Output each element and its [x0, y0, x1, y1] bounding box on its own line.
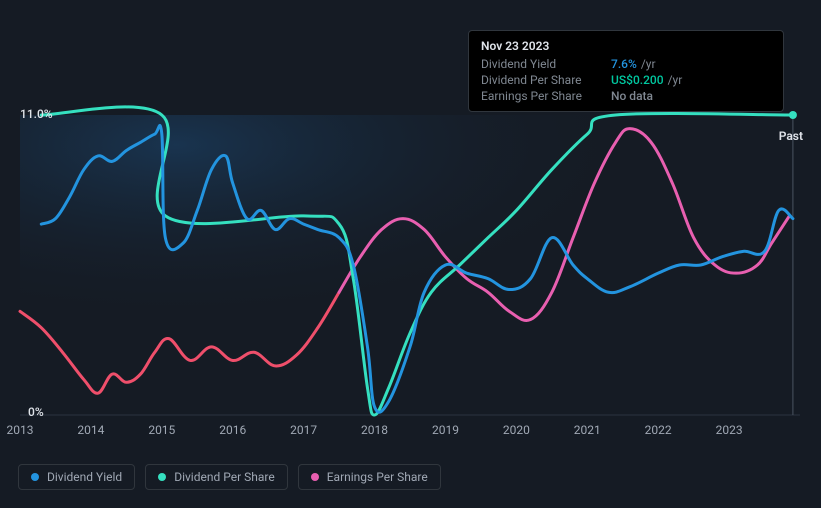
x-axis-tick: 2013: [7, 423, 34, 437]
y-axis-min-label: 0%: [28, 405, 44, 419]
legend-label: Dividend Per Share: [174, 470, 275, 484]
y-axis-max-label: 11.0%: [20, 107, 53, 121]
x-axis-tick: 2022: [645, 423, 672, 437]
past-label: Past: [779, 129, 803, 143]
tooltip-row-label: Dividend Per Share: [481, 73, 611, 87]
x-axis-tick: 2021: [574, 423, 601, 437]
legend-dot-icon: [158, 473, 166, 481]
x-axis-tick: 2016: [219, 423, 246, 437]
x-axis-tick: 2023: [716, 423, 743, 437]
tooltip-row-value: US$0.200: [611, 73, 664, 87]
legend-item[interactable]: Earnings Per Share: [298, 464, 441, 490]
legend-item[interactable]: Dividend Per Share: [145, 464, 288, 490]
legend-label: Earnings Per Share: [327, 470, 428, 484]
x-axis-tick: 2018: [361, 423, 388, 437]
legend-item[interactable]: Dividend Yield: [18, 464, 135, 490]
x-axis-tick: 2019: [432, 423, 459, 437]
tooltip-row: Dividend Per ShareUS$0.200/yr: [481, 73, 771, 87]
chart-area: 11.0% 0% Past 2013 2014 2015 2016 2017 2018 20…: [0, 105, 821, 455]
tooltip-row: Dividend Yield7.6% /yr: [481, 57, 771, 71]
x-axis-tick: 2015: [148, 423, 175, 437]
legend-dot-icon: [31, 473, 39, 481]
x-axis-tick: 2017: [290, 423, 317, 437]
tooltip-row-value: 7.6%: [611, 57, 637, 71]
tooltip-row-value: No data: [611, 89, 653, 103]
tooltip-row-suffix: /yr: [641, 57, 656, 71]
tooltip-box: Nov 23 2023 Dividend Yield7.6%/yrDividen…: [468, 30, 784, 112]
tooltip-row-suffix: /yr: [668, 73, 683, 87]
tooltip-row: Earnings Per ShareNo data: [481, 89, 771, 103]
tooltip-row-label: Earnings Per Share: [481, 89, 611, 103]
legend: Dividend Yield Dividend Per Share Earnings…: [18, 464, 441, 490]
legend-label: Dividend Yield: [47, 470, 122, 484]
tooltip-date: Nov 23 2023: [481, 39, 771, 53]
legend-dot-icon: [311, 473, 319, 481]
x-axis-tick: 2014: [77, 423, 104, 437]
series-dps-end-marker: [789, 111, 797, 119]
x-axis-tick: 2020: [503, 423, 530, 437]
chart-svg: [0, 105, 821, 455]
tooltip-row-label: Dividend Yield: [481, 57, 611, 71]
